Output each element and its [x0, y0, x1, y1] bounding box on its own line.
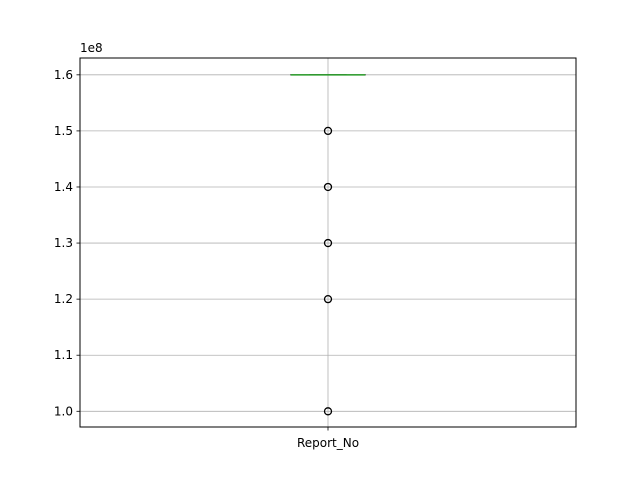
y-tick-label: 1.2 — [54, 292, 73, 306]
box-layer — [290, 74, 366, 416]
y-tick-label: 1.5 — [54, 124, 73, 138]
outlier-point — [323, 238, 333, 248]
y-offset-label: 1e8 — [80, 41, 103, 55]
y-tick-label: 1.1 — [54, 348, 73, 362]
axis-layer: 1.0 1.1 1.2 1.3 1.4 1.5 1.6 Report_No — [54, 68, 359, 450]
outlier-point — [323, 407, 333, 416]
y-tick-label: 1.4 — [54, 180, 73, 194]
grid-layer — [80, 58, 576, 427]
y-tick-label: 1.0 — [54, 404, 73, 418]
x-tick-label: Report_No — [297, 436, 359, 450]
y-tick-label: 1.6 — [54, 68, 73, 82]
outlier-point — [323, 126, 333, 136]
outlier-point — [323, 294, 333, 304]
outlier-point — [323, 182, 333, 192]
y-tick-label: 1.3 — [54, 236, 73, 250]
